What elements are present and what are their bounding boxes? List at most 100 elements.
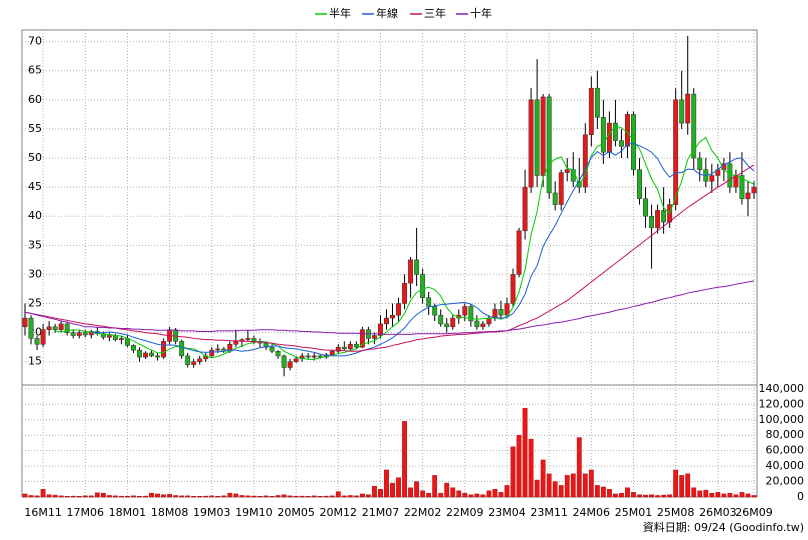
volume-bar	[366, 494, 371, 498]
x-tick-label: 21M07	[362, 506, 400, 519]
volume-bar	[667, 494, 673, 498]
volume-bar	[384, 469, 389, 498]
candle-body	[161, 341, 167, 358]
volume-bar	[257, 496, 263, 498]
volume-bar	[528, 438, 534, 498]
volume-bar	[70, 495, 76, 498]
x-tick-label: 23M11	[530, 506, 568, 519]
candle-body	[137, 349, 142, 358]
volume-bar	[594, 485, 600, 498]
volume-bar	[619, 492, 624, 498]
candle-body	[426, 297, 432, 307]
candle-body	[209, 349, 215, 357]
candle-body	[594, 87, 600, 118]
volume-bar	[432, 475, 438, 498]
volume-bar	[643, 494, 648, 498]
volume-bar	[474, 493, 480, 498]
volume-bar	[28, 495, 34, 498]
volume-bar	[715, 492, 721, 498]
candle-body	[570, 169, 576, 182]
candle-body	[685, 93, 691, 124]
volume-bar	[522, 407, 528, 498]
volume-bar	[655, 495, 660, 498]
volume-bar	[100, 492, 106, 498]
candle-body	[287, 361, 293, 368]
x-tick-label: 17M06	[67, 506, 105, 519]
volume-bar	[456, 490, 462, 498]
candle-body	[450, 317, 456, 328]
volume-bar	[335, 491, 341, 498]
candle-body	[341, 346, 347, 350]
candle-body	[625, 114, 630, 147]
volume-bar	[721, 493, 727, 498]
volume-bar	[372, 485, 377, 498]
volume-bar	[480, 494, 486, 498]
volume-bar	[197, 496, 203, 498]
volume-bar	[311, 495, 317, 498]
candle-body	[58, 323, 64, 330]
volume-bar	[396, 477, 401, 498]
candle-body	[353, 344, 359, 348]
candle-body	[516, 230, 522, 275]
moving-average-line	[91, 142, 755, 357]
candle-body	[462, 306, 468, 316]
candle-body	[420, 274, 426, 298]
volume-bar	[106, 495, 112, 498]
volume-tick-label: 20,000	[766, 475, 805, 488]
volume-bar	[685, 473, 691, 498]
volume-bar	[64, 496, 70, 498]
volume-bar	[34, 495, 40, 498]
volume-tick-label: 60,000	[766, 444, 805, 457]
candle-body	[745, 192, 751, 200]
volume-bar	[22, 493, 28, 498]
candle-body	[564, 169, 570, 173]
volume-tick-label: 80,000	[766, 428, 805, 441]
volume-bar	[600, 486, 606, 498]
y-tick-label: 55	[28, 122, 42, 135]
x-tick-label: 16M11	[24, 506, 62, 519]
volume-bar	[462, 492, 468, 498]
legend-label: 半年	[329, 6, 351, 20]
plot-frame	[21, 29, 758, 498]
volume-bar	[516, 435, 522, 498]
candle-body	[359, 329, 365, 348]
candle-body	[739, 175, 745, 200]
candle-body	[510, 274, 516, 304]
volume-bar	[661, 494, 667, 498]
candle-body	[251, 338, 257, 342]
x-tick-label: 18M01	[109, 506, 147, 519]
volume-bar	[341, 495, 347, 498]
x-tick-label: 20M12	[320, 506, 358, 519]
volume-bar	[486, 490, 492, 498]
volume-bar	[504, 485, 510, 498]
volume-bar	[631, 492, 636, 498]
candle-body	[612, 122, 618, 141]
volume-bar	[582, 473, 588, 498]
candle-body	[76, 332, 82, 336]
volume-bar	[305, 496, 311, 498]
volume-bar	[492, 489, 498, 498]
y-tick-label: 35	[28, 238, 42, 251]
volume-bar	[329, 495, 335, 498]
volume-bar	[287, 495, 293, 498]
candle-body	[70, 332, 76, 336]
volume-tick-label: 140,000	[759, 382, 805, 395]
volume-bar	[625, 487, 630, 498]
volume-bar	[540, 459, 546, 498]
volume-bar	[691, 487, 697, 498]
y-tick-label: 30	[28, 267, 42, 280]
volume-bar	[191, 496, 197, 498]
x-tick-label: 25M01	[615, 506, 653, 519]
candle-body	[468, 306, 474, 322]
volume-bar	[58, 495, 64, 498]
candle-body	[414, 259, 420, 275]
candle-body	[347, 344, 353, 350]
y-tick-label: 45	[28, 180, 42, 193]
candle-body	[474, 320, 480, 328]
candle-body	[215, 348, 221, 351]
candle-body	[371, 335, 377, 339]
candle-body	[637, 169, 642, 200]
x-tick-label: 25M08	[657, 506, 695, 519]
y-tick-label: 60	[28, 93, 42, 106]
